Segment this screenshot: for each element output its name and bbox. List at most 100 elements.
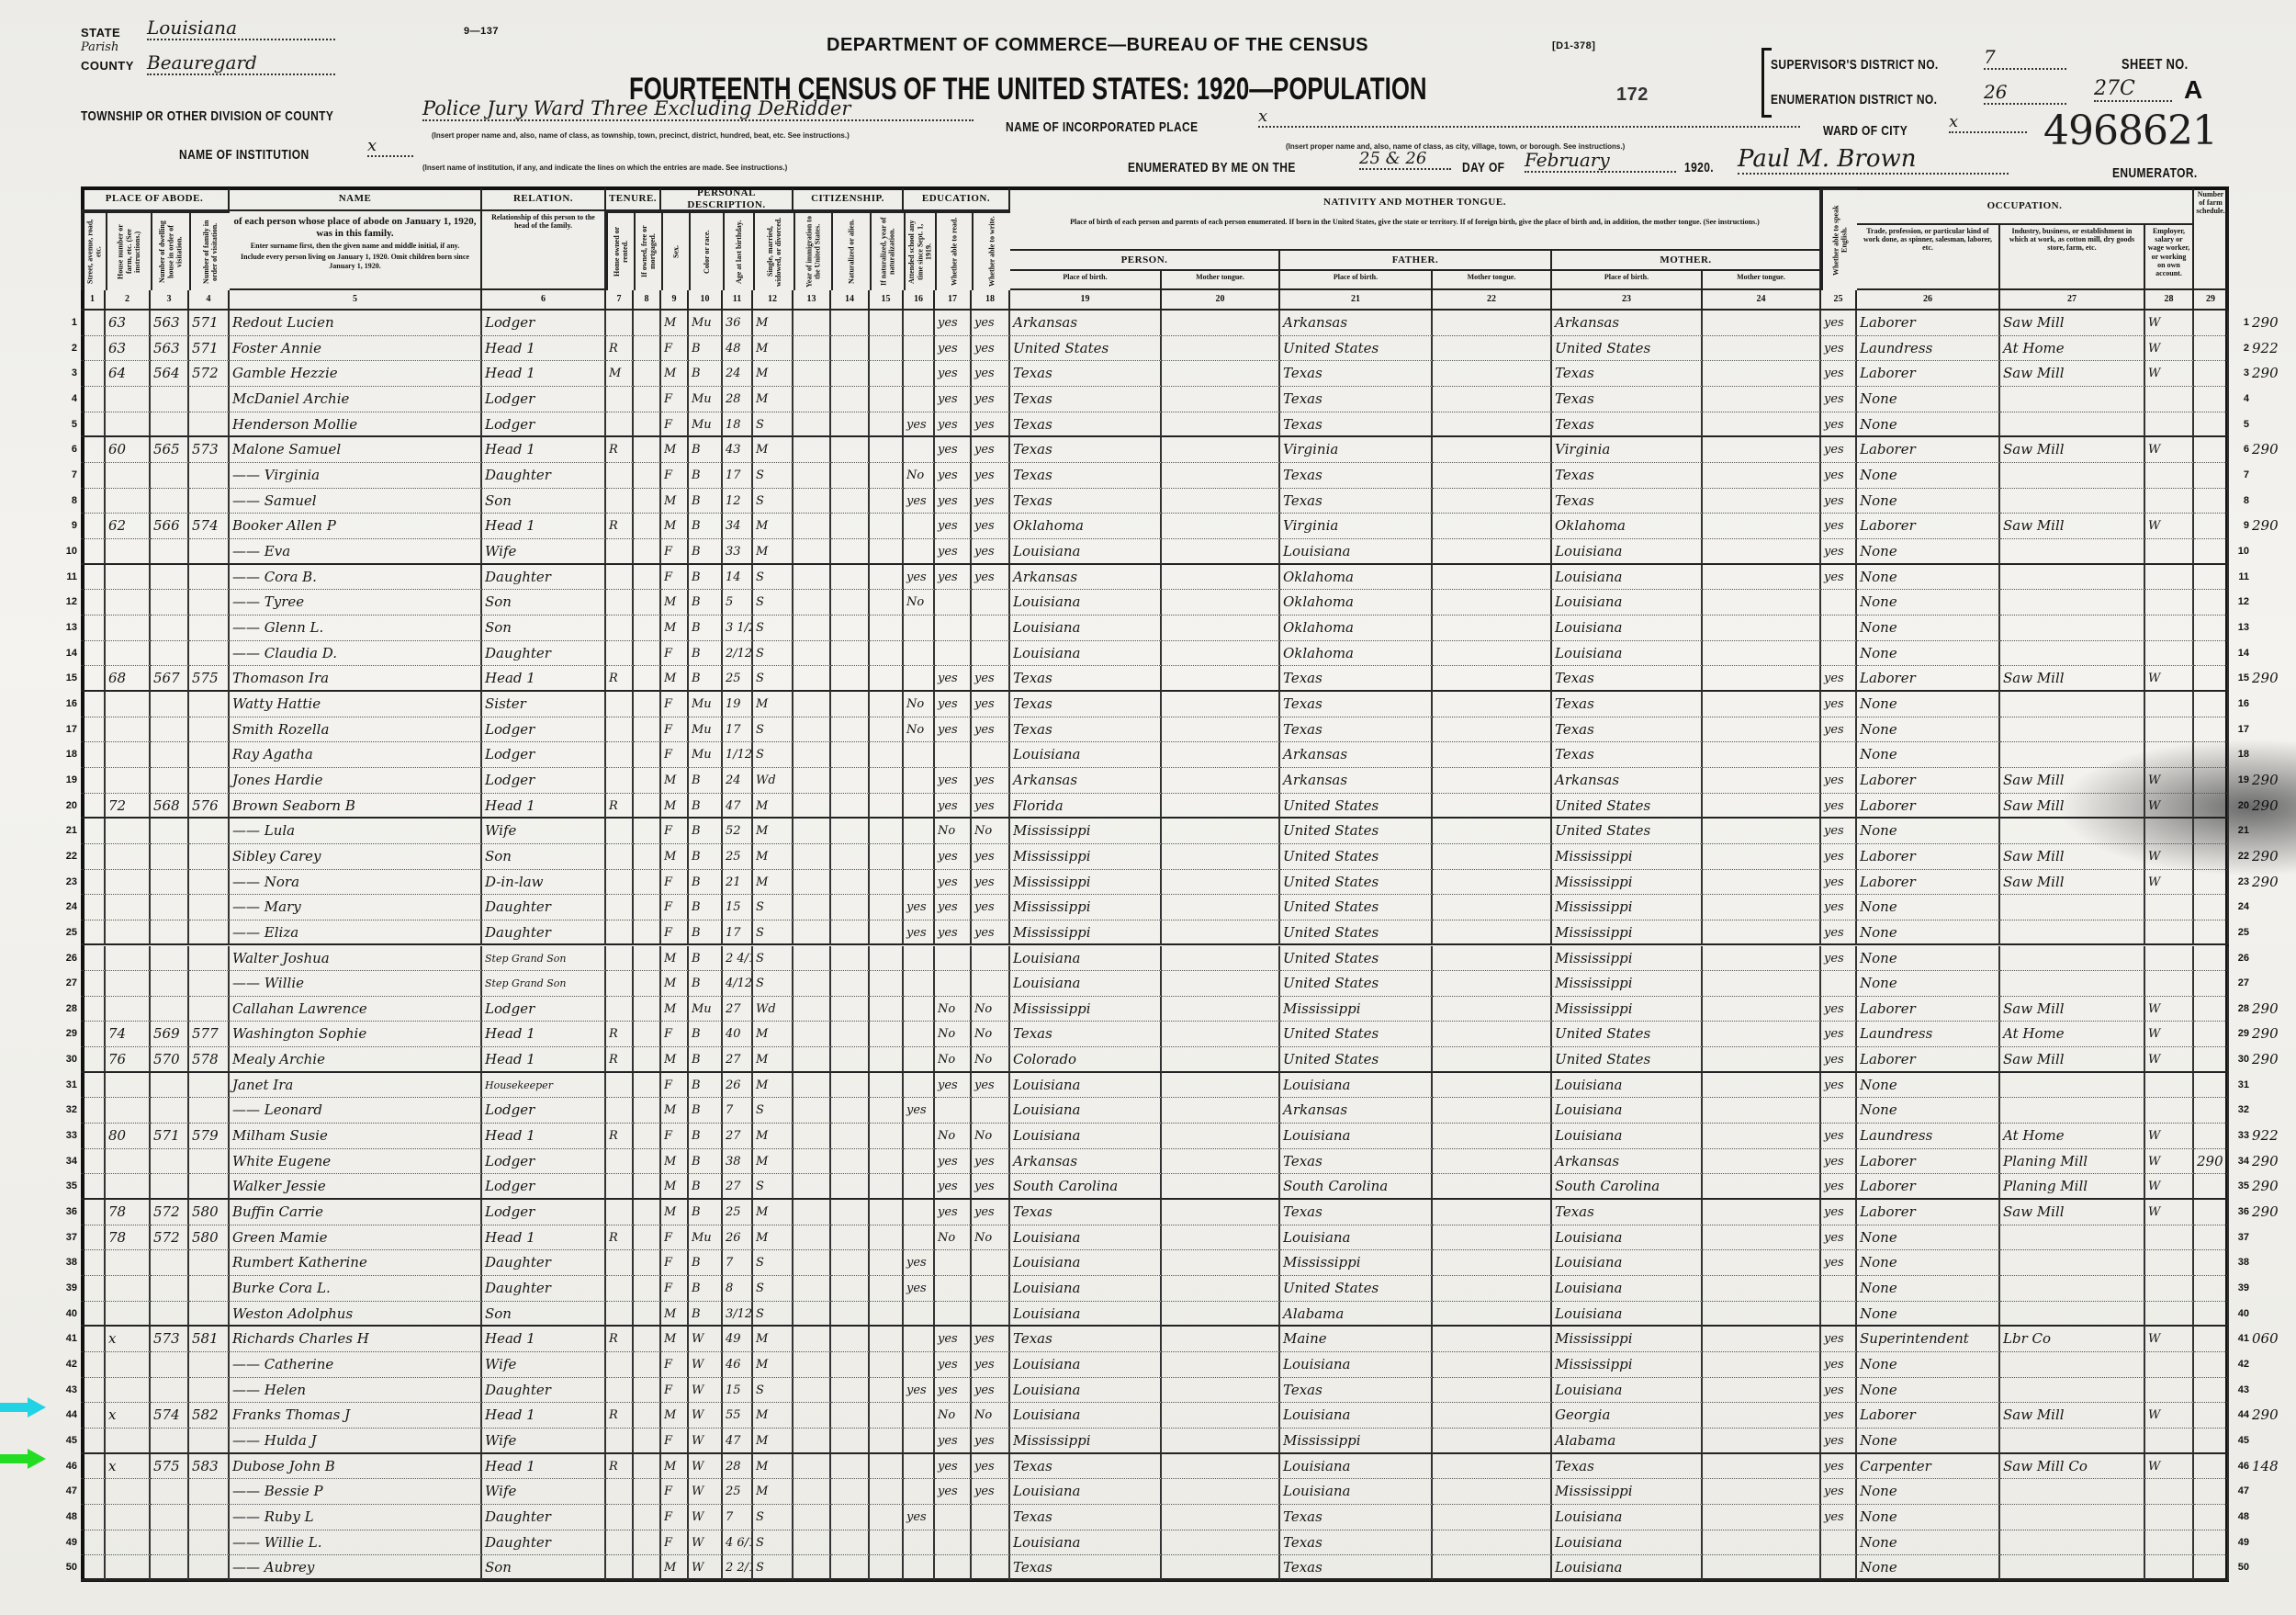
cell-marital: S (753, 1377, 793, 1404)
cell-industry (2000, 1301, 2145, 1327)
line-number-right: 27 (2237, 977, 2249, 989)
line-number-left: 31 (65, 1079, 77, 1090)
cell-age: 52 (723, 819, 753, 844)
cell-name: Walker Jessie (230, 1174, 482, 1201)
cell-dwelling: 571 (151, 1124, 189, 1149)
column-number-15: 15 (870, 290, 904, 311)
cell-race: B (689, 488, 723, 514)
cell-sex: F (661, 1530, 689, 1556)
cell-tenure: R (606, 514, 634, 539)
cell-house (106, 615, 151, 641)
cell-relation: Lodger (482, 996, 606, 1022)
cell-tenure (606, 819, 634, 844)
cell-tenure (606, 742, 634, 768)
column-header-read: Whether able to read. (935, 211, 972, 290)
cell-tongue (1162, 945, 1280, 972)
cell-industry: Saw Mill (2000, 1047, 2145, 1073)
cell-immig (793, 1200, 831, 1225)
cell-read: yes (935, 1352, 972, 1378)
name-column-instructions: of each person whose place of abode on J… (230, 211, 482, 290)
cell-birth: Louisiana (1010, 1479, 1162, 1506)
column-header-relation: Relationship of this person to the head … (482, 211, 606, 290)
cell-street (81, 640, 106, 667)
cell-relation: Son (482, 488, 606, 514)
cell-sex: F (661, 1022, 689, 1048)
cell-father-tongue (1433, 1453, 1552, 1480)
cell-father-tongue (1433, 920, 1552, 946)
cell-age: 2 4/12 (723, 945, 753, 972)
cell-family: 577 (189, 1022, 230, 1048)
cell-mortgage (634, 335, 661, 362)
cell-industry (2000, 1555, 2145, 1581)
cell-age: 47 (723, 1429, 753, 1454)
cell-tongue (1162, 1530, 1280, 1556)
cell-natur (831, 1047, 870, 1073)
cell-dwelling (151, 819, 189, 844)
cell-read: yes (935, 462, 972, 489)
cell-write: yes (972, 843, 1010, 870)
cell-industry (2000, 1098, 2145, 1124)
cell-natur (831, 615, 870, 641)
cell-house (106, 742, 151, 768)
cell-school (904, 514, 935, 539)
cell-house: x (106, 1403, 151, 1429)
cell-race: Mu (689, 1225, 723, 1251)
row-marker-arrow-line-44 (0, 1403, 28, 1413)
cell-name: Mealy Archie (230, 1047, 482, 1073)
line-number-left: 22 (65, 850, 77, 862)
line-number-right: 40 (2237, 1307, 2249, 1319)
cell-sex: F (661, 717, 689, 743)
cell-tenure (606, 920, 634, 946)
line-number-right: 46 (2237, 1460, 2249, 1472)
cell-dwelling (151, 1429, 189, 1454)
cell-tongue (1162, 971, 1280, 997)
cell-school (904, 869, 935, 896)
cell-name: —— Bessie P (230, 1479, 482, 1506)
cell-school: No (904, 717, 935, 743)
line-number-left: 10 (65, 545, 77, 557)
cell-class: W (2145, 514, 2194, 539)
cell-class: W (2145, 843, 2194, 870)
cell-street (81, 717, 106, 743)
cell-immig (793, 564, 831, 591)
cell-industry: Saw Mill (2000, 311, 2145, 336)
cell-street (81, 1047, 106, 1073)
cell-write: yes (972, 1327, 1010, 1353)
cell-mother-birth: Texas (1552, 691, 1703, 717)
cell-school (904, 335, 935, 362)
cell-industry: Saw Mill (2000, 1403, 2145, 1429)
cell-relation: Wife (482, 1429, 606, 1454)
cell-read: No (935, 1047, 972, 1073)
cell-father-birth: Mississippi (1280, 1429, 1433, 1454)
cell-mother-tongue (1703, 514, 1821, 539)
cell-father-tongue (1433, 767, 1552, 794)
department-heading: DEPARTMENT OF COMMERCE—BUREAU OF THE CEN… (827, 35, 1369, 55)
cell-sex: F (661, 1072, 689, 1099)
line-number-left: 26 (65, 952, 77, 964)
cell-farm (2194, 1225, 2229, 1251)
cell-occupation: None (1857, 412, 2000, 438)
cell-street (81, 1301, 106, 1327)
cell-class (2145, 538, 2194, 565)
cell-occupation: None (1857, 1377, 2000, 1404)
cell-read: yes (935, 666, 972, 692)
column-number-21: 21 (1280, 290, 1433, 311)
cell-street (81, 843, 106, 870)
column-header-tenure: Home owned or rented. (606, 211, 634, 290)
cell-race: W (689, 1555, 723, 1581)
cell-name: Franks Thomas J (230, 1403, 482, 1429)
cell-name: Watty Hattie (230, 691, 482, 717)
cell-dwelling: 563 (151, 311, 189, 336)
line-number-right: 19 (2237, 774, 2249, 785)
cell-street (81, 1505, 106, 1530)
column-header-age: Age at last birthday. (723, 211, 753, 290)
cell-class: W (2145, 361, 2194, 387)
cell-write: No (972, 1124, 1010, 1149)
cell-family: 575 (189, 666, 230, 692)
cell-natur (831, 1174, 870, 1201)
cell-relation: Head 1 (482, 1403, 606, 1429)
cell-father-tongue (1433, 945, 1552, 972)
cell-occupation: None (1857, 1098, 2000, 1124)
cell-street (81, 1555, 106, 1581)
line-number-right: 44 (2237, 1409, 2249, 1421)
